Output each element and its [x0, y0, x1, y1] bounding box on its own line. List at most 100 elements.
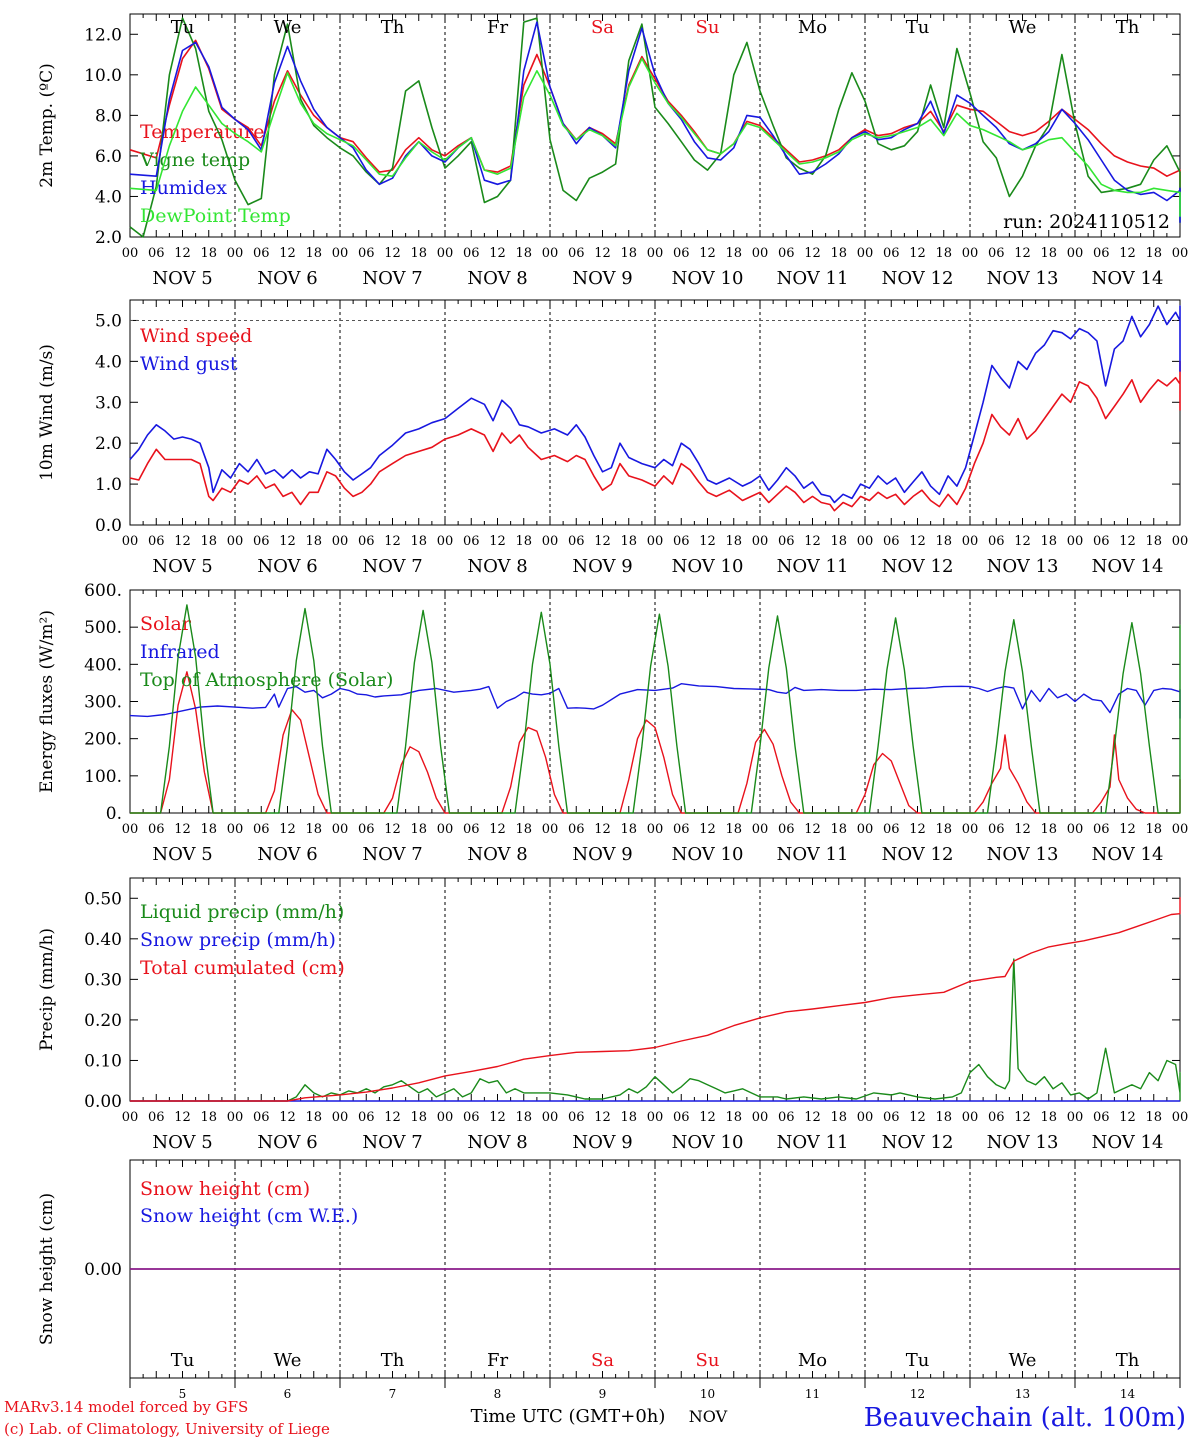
- hour-tick-label: 00: [437, 822, 454, 837]
- hour-tick-label: 18: [515, 822, 532, 837]
- date-label: NOV 13: [987, 556, 1059, 577]
- day-label: We: [1009, 1350, 1037, 1371]
- hour-tick-label: 12: [699, 822, 716, 837]
- hour-tick-label: 18: [1040, 534, 1057, 549]
- date-label: NOV 12: [882, 844, 954, 865]
- hour-tick-label: 00: [437, 246, 454, 261]
- hour-tick-label: 00: [122, 246, 139, 261]
- date-label: NOV 14: [1092, 556, 1164, 577]
- hour-tick-label: 18: [830, 822, 847, 837]
- y-axis-label: 2m Temp. (ºC): [37, 63, 57, 188]
- date-label: NOV 13: [987, 1132, 1059, 1153]
- hour-tick-label: 06: [1093, 534, 1110, 549]
- y-tick-label: 12.0: [84, 25, 122, 45]
- hour-tick-label: 18: [620, 534, 637, 549]
- hour-tick-label: 00: [542, 246, 559, 261]
- hour-tick-label: 18: [515, 534, 532, 549]
- hour-tick-label: 12: [804, 822, 821, 837]
- legend-top-of-atmosphere-solar-: Top of Atmosphere (Solar): [140, 669, 393, 691]
- series-line-wind-gust: [129, 305, 1181, 504]
- hour-tick-label: 00: [332, 822, 349, 837]
- date-number: 5: [179, 1387, 187, 1401]
- hour-tick-label: 00: [122, 822, 139, 837]
- footer: 5 6 7 8 9 10 11 12 13 14 MARv3.14 model forced by …: [4, 1378, 1186, 1438]
- date-label: NOV 5: [152, 556, 212, 577]
- hour-tick-label: 12: [1014, 246, 1031, 261]
- hour-tick-label: 18: [1040, 246, 1057, 261]
- panel-1: 2.0 4.0 6.0 8.0 10.0 12.0 2m Temp. (ºC) Tempera…: [37, 13, 1189, 289]
- panel-2: 0.0 1.0 2.0 3.0 4.0 5.0 10m Wind (m/s) Wind spe…: [37, 299, 1188, 577]
- hour-tick-label: 12: [699, 246, 716, 261]
- hour-tick-label: 00: [227, 246, 244, 261]
- hour-tick-label: 18: [620, 246, 637, 261]
- y-tick-label: 0.10: [84, 1051, 122, 1071]
- day-label: Su: [696, 17, 720, 38]
- hour-tick-label: 18: [410, 534, 427, 549]
- hour-tick-label: 06: [778, 1110, 795, 1125]
- hour-tick-label: 12: [804, 1110, 821, 1125]
- hour-tick-label: 00: [437, 1110, 454, 1125]
- model-credit: MARv3.14 model forced by GFS: [4, 1398, 248, 1416]
- hour-tick-label: 06: [463, 1110, 480, 1125]
- day-label: Fr: [487, 1350, 508, 1371]
- hour-tick-label: 12: [594, 246, 611, 261]
- hour-tick-label: 12: [174, 534, 191, 549]
- hour-tick-label: 00: [1172, 246, 1189, 261]
- y-tick-label: 1.0: [95, 475, 122, 495]
- date-label: NOV 10: [672, 844, 744, 865]
- date-label: NOV 9: [572, 556, 632, 577]
- hour-tick-label: 06: [358, 822, 375, 837]
- date-label: NOV 7: [362, 556, 422, 577]
- date-label: NOV 8: [467, 1132, 527, 1153]
- hour-tick-label: 18: [935, 534, 952, 549]
- hour-tick-label: 18: [305, 534, 322, 549]
- hour-tick-label: 00: [962, 822, 979, 837]
- date-label: NOV 6: [257, 1132, 317, 1153]
- day-label: Mo: [798, 1350, 827, 1371]
- hour-tick-label: 00: [647, 822, 664, 837]
- hour-tick-label: 06: [673, 246, 690, 261]
- day-label: Tu: [171, 17, 195, 38]
- date-label: NOV 5: [152, 844, 212, 865]
- date-label: NOV 7: [362, 268, 422, 289]
- y-tick-label: 2.0: [95, 228, 122, 248]
- hour-tick-label: 00: [1067, 534, 1084, 549]
- hour-tick-label: 00: [962, 1110, 979, 1125]
- hour-tick-label: 18: [410, 1110, 427, 1125]
- hour-tick-label: 12: [489, 246, 506, 261]
- hour-tick-label: 18: [1040, 1110, 1057, 1125]
- date-number: 12: [910, 1387, 925, 1401]
- y-tick-label: 4.0: [95, 187, 122, 207]
- hour-tick-label: 00: [752, 822, 769, 837]
- hour-tick-label: 00: [857, 822, 874, 837]
- hour-tick-label: 12: [489, 1110, 506, 1125]
- legend-solar: Solar: [140, 613, 192, 635]
- hour-tick-label: 06: [253, 822, 270, 837]
- legend-liquid-precip-mm-h-: Liquid precip (mm/h): [140, 901, 344, 923]
- y-tick-label: 200.: [84, 730, 122, 750]
- hour-tick-label: 00: [752, 534, 769, 549]
- hour-tick-label: 00: [227, 822, 244, 837]
- day-label: Th: [1116, 1350, 1140, 1371]
- hour-tick-label: 06: [463, 822, 480, 837]
- date-label: NOV 14: [1092, 1132, 1164, 1153]
- hour-tick-label: 06: [1093, 246, 1110, 261]
- hour-tick-label: 18: [200, 534, 217, 549]
- legend-snow-height-cm-: Snow height (cm): [140, 1178, 310, 1200]
- legend-infrared: Infrared: [140, 641, 220, 663]
- hour-tick-label: 18: [200, 246, 217, 261]
- hour-tick-label: 12: [279, 534, 296, 549]
- hour-tick-label: 12: [174, 822, 191, 837]
- day-label: Tu: [171, 1350, 195, 1371]
- legend-humidex: Humidex: [140, 177, 227, 199]
- date-label: NOV 12: [882, 1132, 954, 1153]
- y-axis-label: Energy fluxes (W/m²): [37, 610, 57, 793]
- hour-tick-label: 18: [200, 822, 217, 837]
- hour-tick-label: 12: [279, 1110, 296, 1125]
- hour-tick-label: 12: [384, 822, 401, 837]
- hour-tick-label: 00: [752, 1110, 769, 1125]
- hour-tick-label: 18: [305, 822, 322, 837]
- series-line-total-cumulated-cm-: [130, 896, 1181, 1102]
- hour-tick-label: 06: [673, 822, 690, 837]
